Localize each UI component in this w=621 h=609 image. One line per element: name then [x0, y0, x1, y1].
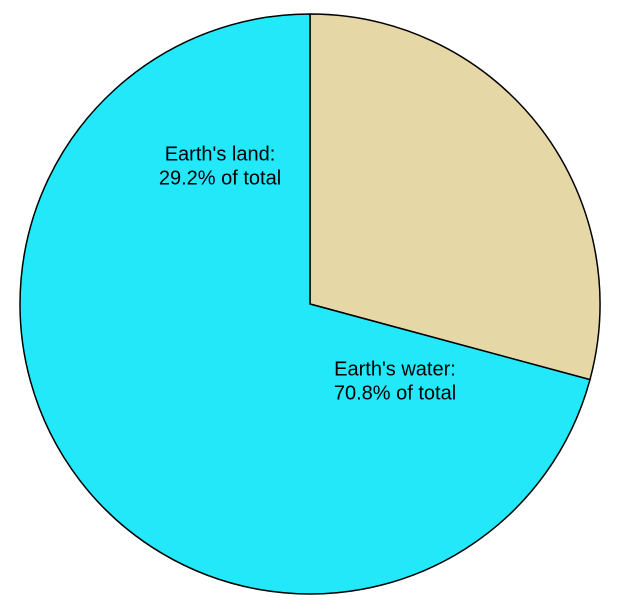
slice-label-land-line1: Earth's land:	[165, 143, 276, 165]
pie-slices	[20, 14, 600, 594]
slice-label-water-line1: Earth's water:	[334, 358, 456, 380]
slice-label-water-line2: 70.8% of total	[334, 382, 456, 404]
slice-label-land-line2: 29.2% of total	[159, 167, 281, 189]
earth-surface-pie-chart: Earth's land:29.2% of total Earth's water…	[0, 0, 621, 609]
